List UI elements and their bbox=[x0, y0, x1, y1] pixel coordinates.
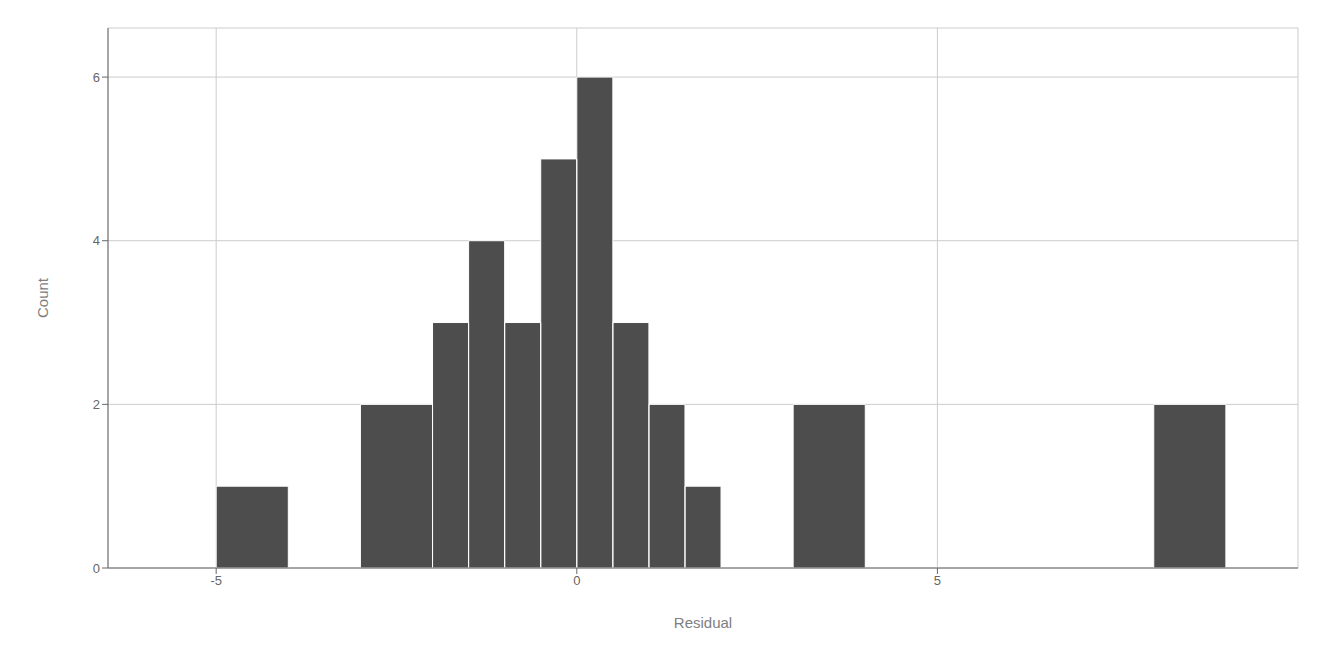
svg-text:2: 2 bbox=[93, 397, 100, 412]
svg-text:Residual: Residual bbox=[674, 614, 732, 631]
svg-text:-5: -5 bbox=[210, 573, 222, 588]
svg-text:Count: Count bbox=[34, 277, 51, 318]
svg-text:4: 4 bbox=[93, 233, 100, 248]
svg-text:6: 6 bbox=[93, 70, 100, 85]
svg-text:0: 0 bbox=[573, 573, 580, 588]
svg-text:0: 0 bbox=[93, 561, 100, 576]
svg-text:5: 5 bbox=[934, 573, 941, 588]
